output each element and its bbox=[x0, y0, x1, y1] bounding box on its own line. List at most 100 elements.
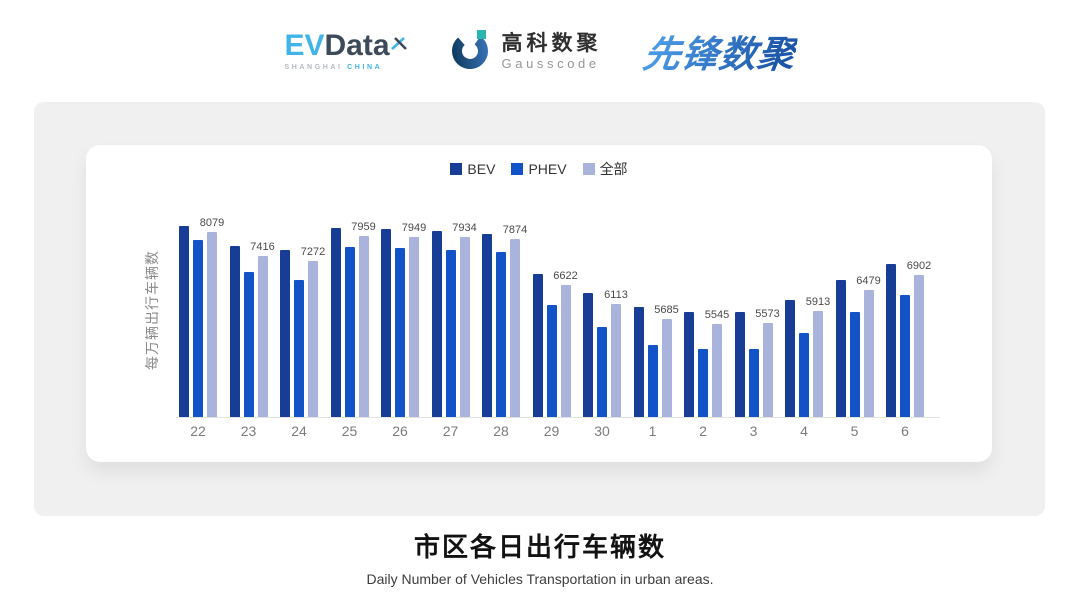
x-axis-label: 5 bbox=[850, 423, 859, 439]
bar-phev bbox=[243, 272, 254, 417]
legend-swatch-bev bbox=[450, 163, 463, 175]
legend-label: BEV bbox=[467, 161, 496, 177]
bar-phev bbox=[698, 349, 708, 417]
bar-value-label: 7959 bbox=[351, 221, 376, 233]
x-axis-label: 24 bbox=[291, 423, 307, 439]
evdata-subtitle: SHANGHAI CHINA bbox=[284, 64, 406, 71]
bar-all bbox=[409, 237, 419, 417]
bar-all bbox=[560, 285, 571, 417]
bar-value-label: 6479 bbox=[856, 275, 881, 287]
bar-all bbox=[813, 311, 823, 417]
evdata-logo: EV Data SHANGHAI CHINA bbox=[284, 29, 407, 71]
bar-value-label: 5685 bbox=[654, 304, 679, 316]
bar-all bbox=[661, 319, 672, 417]
evdata-data-text: Data bbox=[324, 29, 390, 62]
chart-panel: BEV PHEV 全部 每万辆出行车辆数 8079 22 7416 23 7272 24 795… bbox=[34, 102, 1045, 516]
bar-bev bbox=[280, 250, 290, 417]
chart-legend: BEV PHEV 全部 bbox=[86, 159, 992, 179]
bar-phev bbox=[647, 345, 658, 417]
evdata-x-icon bbox=[390, 27, 407, 57]
bar-phev bbox=[445, 250, 456, 417]
bar-bev bbox=[229, 246, 240, 417]
bar-chart-plot: 8079 22 7416 23 7272 24 7959 25 7949 26 7934 27 7874… bbox=[179, 213, 931, 439]
bar-phev bbox=[799, 333, 809, 417]
evdata-china-text: CHINA bbox=[347, 64, 383, 71]
bar-value-label: 7272 bbox=[300, 246, 326, 258]
bar-bev bbox=[633, 307, 644, 417]
bar-value-label: 5573 bbox=[755, 308, 780, 320]
bar-value-label: 5913 bbox=[805, 296, 831, 308]
evdata-shanghai-text: SHANGHAI bbox=[284, 64, 343, 71]
page-title: 市区各日出行车辆数 bbox=[413, 532, 666, 562]
legend-label: PHEV bbox=[528, 161, 567, 177]
bar-phev bbox=[395, 248, 405, 417]
bar-all bbox=[257, 256, 268, 417]
bar-phev bbox=[294, 280, 304, 417]
bar-group-5: 6479 5 bbox=[835, 213, 881, 439]
bar-value-label: 7874 bbox=[502, 224, 528, 236]
bar-value-label: 6622 bbox=[553, 270, 578, 282]
bar-group-27: 7934 27 bbox=[431, 213, 477, 439]
bar-group-26: 7949 26 bbox=[381, 213, 426, 439]
bar-group-2: 5545 2 bbox=[684, 213, 729, 439]
bar-bev bbox=[684, 312, 694, 417]
bar-all bbox=[712, 324, 722, 417]
x-axis-label: 28 bbox=[493, 423, 509, 439]
bar-all bbox=[914, 275, 924, 417]
bar-group-22: 8079 22 bbox=[179, 213, 224, 439]
gausscode-cn-name: 高科数聚 bbox=[501, 31, 602, 55]
gausscode-en-name: Gausscode bbox=[501, 55, 600, 71]
bar-all bbox=[459, 237, 470, 417]
bar-bev bbox=[785, 300, 795, 417]
evdata-wordmark: EV Data bbox=[284, 29, 407, 62]
bar-value-label: 7934 bbox=[452, 222, 477, 234]
bar-phev bbox=[546, 305, 557, 417]
bar-phev bbox=[597, 327, 607, 417]
gausscode-g-icon bbox=[449, 27, 493, 76]
bar-value-label: 6113 bbox=[604, 289, 628, 301]
page-subtitle: Daily Number of Vehicles Transportation … bbox=[366, 571, 714, 587]
x-axis-label: 6 bbox=[901, 423, 909, 439]
pioneer-logo: 先锋数聚 bbox=[640, 24, 800, 78]
bar-group-3: 5573 3 bbox=[734, 213, 780, 439]
bar-all bbox=[611, 304, 621, 417]
bar-bev bbox=[734, 312, 745, 417]
x-axis-label: 3 bbox=[749, 423, 758, 439]
bar-group-23: 7416 23 bbox=[229, 213, 275, 439]
x-axis-label: 26 bbox=[392, 423, 408, 439]
bar-value-label: 6902 bbox=[906, 260, 932, 272]
legend-label: 全部 bbox=[599, 161, 628, 177]
bar-all bbox=[207, 232, 217, 417]
legend-swatch-phev bbox=[511, 163, 524, 175]
brand-header: EV Data SHANGHAI CHINA bbox=[0, 16, 1080, 86]
bar-group-25: 7959 25 bbox=[330, 213, 376, 439]
bar-group-28: 7874 28 bbox=[482, 213, 527, 439]
bar-value-label: 8079 bbox=[199, 217, 225, 229]
evdata-ev-text: EV bbox=[284, 29, 325, 62]
bar-all bbox=[863, 290, 874, 417]
bar-phev bbox=[496, 252, 506, 417]
bar-bev bbox=[532, 274, 543, 417]
x-axis-label: 27 bbox=[442, 423, 459, 439]
chart-card: BEV PHEV 全部 每万辆出行车辆数 8079 22 7416 23 7272 24 795… bbox=[86, 145, 992, 462]
bar-bev bbox=[583, 293, 593, 417]
gausscode-text: 高科数聚 Gausscode bbox=[502, 33, 602, 70]
bar-value-label: 7416 bbox=[250, 241, 275, 253]
legend-item-phev: PHEV bbox=[511, 161, 567, 177]
legend-swatch-all bbox=[582, 163, 595, 175]
bar-group-4: 5913 4 bbox=[785, 213, 830, 439]
bar-group-30: 6113 30 bbox=[583, 213, 628, 439]
x-axis-label: 25 bbox=[341, 423, 358, 439]
legend-item-bev: BEV bbox=[450, 161, 495, 177]
gausscode-logo: 高科数聚 Gausscode bbox=[449, 27, 602, 76]
bar-bev bbox=[886, 264, 896, 417]
bar-bev bbox=[482, 234, 492, 417]
bar-all bbox=[308, 261, 318, 417]
y-axis-title: 每万辆出行车辆数 bbox=[144, 250, 160, 370]
bar-all bbox=[358, 236, 369, 417]
bar-bev bbox=[381, 229, 391, 417]
bar-bev bbox=[330, 228, 341, 417]
bar-group-6: 6902 6 bbox=[886, 213, 931, 439]
x-axis-label: 2 bbox=[699, 423, 707, 439]
bar-all bbox=[510, 239, 520, 417]
